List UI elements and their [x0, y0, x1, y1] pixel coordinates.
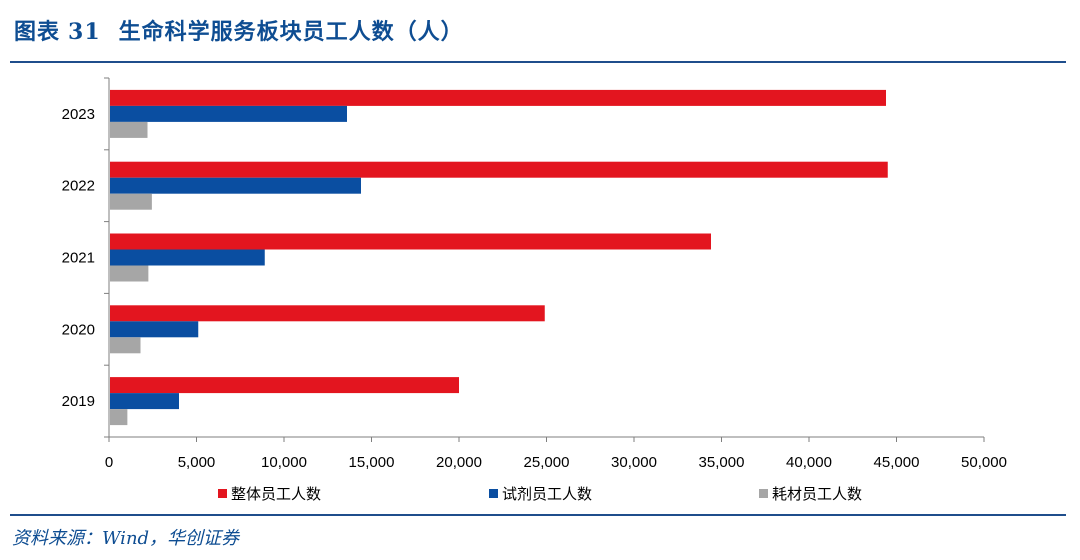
- y-tick-label: 2023: [62, 106, 95, 123]
- bar: [110, 89, 886, 106]
- x-tick-label: 25,000: [524, 454, 570, 471]
- bar: [110, 121, 148, 138]
- bar: [110, 105, 347, 122]
- bar: [110, 305, 545, 322]
- y-tick-label: 2019: [62, 393, 95, 410]
- y-tick-label: 2020: [62, 321, 95, 338]
- bar: [110, 337, 141, 354]
- bar: [110, 177, 361, 194]
- bar: [110, 393, 179, 410]
- x-tick-label: 30,000: [611, 454, 657, 471]
- y-tick-label: 2022: [62, 178, 95, 195]
- bar: [110, 321, 199, 338]
- legend-label: 试剂员工人数: [502, 486, 592, 503]
- source-divider: [10, 514, 1066, 516]
- bar: [110, 265, 149, 282]
- x-tick-label: 40,000: [786, 454, 832, 471]
- x-tick-label: 0: [105, 454, 113, 471]
- x-tick-label: 5,000: [178, 454, 216, 471]
- legend-label: 耗材员工人数: [772, 486, 862, 503]
- bar: [110, 233, 711, 250]
- legend-swatch: [218, 489, 227, 498]
- figure-label: 图表: [14, 19, 61, 45]
- bar: [110, 161, 888, 178]
- x-tick-label: 50,000: [961, 454, 1007, 471]
- bar-chart: 2023 2022 2021 2020 2019 0 5,000 10,000 15,000 20…: [62, 77, 1007, 503]
- bar: [110, 193, 152, 210]
- x-tick-label: 15,000: [349, 454, 395, 471]
- x-tick-label: 10,000: [261, 454, 307, 471]
- legend-swatch: [489, 489, 498, 498]
- bar: [110, 377, 459, 394]
- x-tick-label: 45,000: [874, 454, 920, 471]
- figure-title: 图表 31 生命科学服务板块员工人数（人）: [14, 14, 464, 46]
- bar: [110, 409, 128, 426]
- source-note: 资料来源：Wind，华创证券: [12, 528, 240, 549]
- legend-swatch: [759, 489, 768, 498]
- legend-label: 整体员工人数: [231, 486, 321, 503]
- figure-title-text: 生命科学服务板块员工人数（人）: [118, 19, 464, 45]
- x-tick-label: 35,000: [699, 454, 745, 471]
- bar: [110, 249, 265, 266]
- title-divider: [10, 61, 1066, 63]
- x-tick-label: 20,000: [436, 454, 482, 471]
- figure-number: 31: [68, 19, 101, 45]
- y-tick-label: 2021: [62, 250, 95, 267]
